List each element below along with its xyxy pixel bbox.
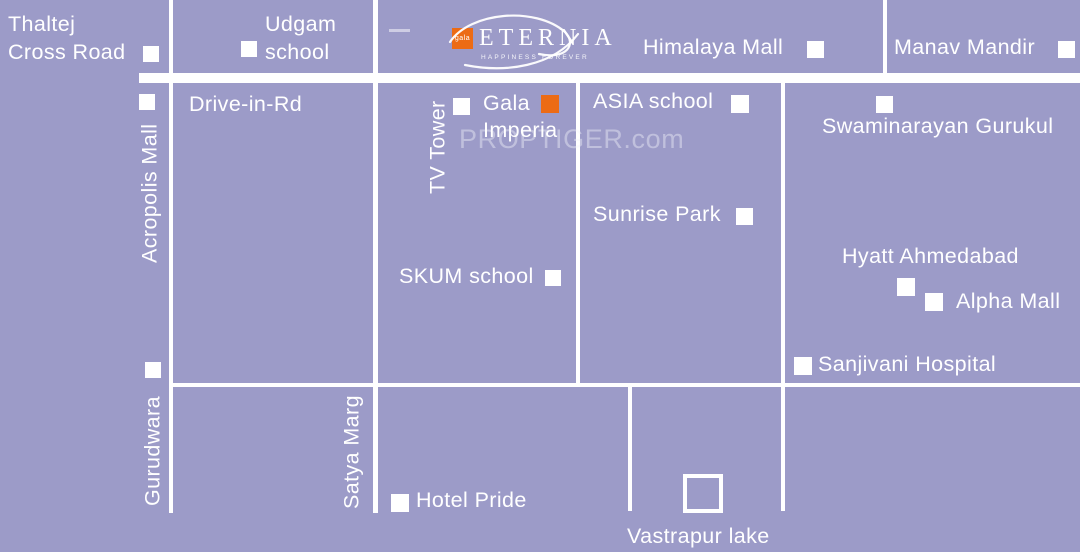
himalaya-mall-label: Himalaya Mall xyxy=(643,35,784,59)
asia-school-marker-icon xyxy=(731,95,749,113)
skum-school-marker-icon xyxy=(545,270,561,286)
gala-imperia-orange-marker-icon xyxy=(541,95,559,113)
hyatt-ahmedabad-label: Hyatt Ahmedabad xyxy=(842,244,1019,268)
road-vertical-asia-block xyxy=(781,83,785,383)
skum-school-label: SKUM school xyxy=(399,264,534,288)
hotel-pride-marker-icon xyxy=(391,494,409,512)
hotel-pride-label: Hotel Pride xyxy=(416,488,527,512)
watermark: PROPTIGER.com xyxy=(459,124,685,154)
vastrapur-lake-label: Vastrapur lake xyxy=(627,524,770,548)
gurudwara-marker-icon xyxy=(145,362,161,378)
gala-imperia-label: Gala Imperia xyxy=(483,91,558,142)
road-vertical-lake-right xyxy=(781,387,785,511)
road-vertical-manav-mandir xyxy=(883,0,887,73)
road-vertical-tv-tower-block xyxy=(576,83,580,383)
swaminarayan-marker-icon xyxy=(876,96,893,113)
udgam-marker-icon xyxy=(241,41,257,57)
road-vertical-lake-left xyxy=(628,387,632,511)
drive-in-rd-label: Drive-in-Rd xyxy=(189,92,303,116)
sanjivani-hospital-label: Sanjivani Hospital xyxy=(818,352,997,376)
satya-marg-label: Satya Marg xyxy=(339,395,364,510)
eternia-logo-name: ETERNIA xyxy=(479,25,617,51)
sunrise-park-label: Sunrise Park xyxy=(593,202,721,226)
road-middle-horizontal xyxy=(172,383,1080,387)
swaminarayan-gurukul-label: Swaminarayan Gurukul xyxy=(822,114,1054,138)
alpha-mall-marker-icon xyxy=(925,293,943,311)
acropolis-mall-marker-icon xyxy=(139,94,155,110)
gala-imperia-white-marker-icon xyxy=(453,98,470,115)
eternia-logo-tagline: HAPPINESS FOREVER xyxy=(481,54,589,61)
manav-mandir-marker-icon xyxy=(1058,41,1075,58)
tv-tower-label: TV Tower xyxy=(425,100,450,194)
sunrise-park-marker-icon xyxy=(736,208,753,225)
road-vertical-acropolis xyxy=(169,0,173,513)
gurudwara-label: Gurudwara xyxy=(140,396,165,506)
sanjivani-marker-icon xyxy=(794,357,812,375)
eternia-swoosh-icon xyxy=(448,14,580,70)
asia-school-label: ASIA school xyxy=(593,89,714,113)
thaltej-marker-icon xyxy=(143,46,159,62)
manav-mandir-label: Manav Mandir xyxy=(894,35,1036,59)
vastrapur-lake-icon xyxy=(683,474,723,513)
himalaya-mall-marker-icon xyxy=(807,41,824,58)
road-vertical-satya-marg xyxy=(373,0,378,513)
thaltej-cross-road-label: Thaltej Cross Road xyxy=(8,12,126,64)
udgam-school-label: Udgam school xyxy=(265,12,337,64)
alpha-mall-label: Alpha Mall xyxy=(956,289,1061,313)
hyatt-marker-icon xyxy=(897,278,915,296)
road-top-horizontal xyxy=(139,73,1080,83)
dash-mark xyxy=(389,29,410,32)
acropolis-mall-label: Acropolis Mall xyxy=(137,123,162,263)
